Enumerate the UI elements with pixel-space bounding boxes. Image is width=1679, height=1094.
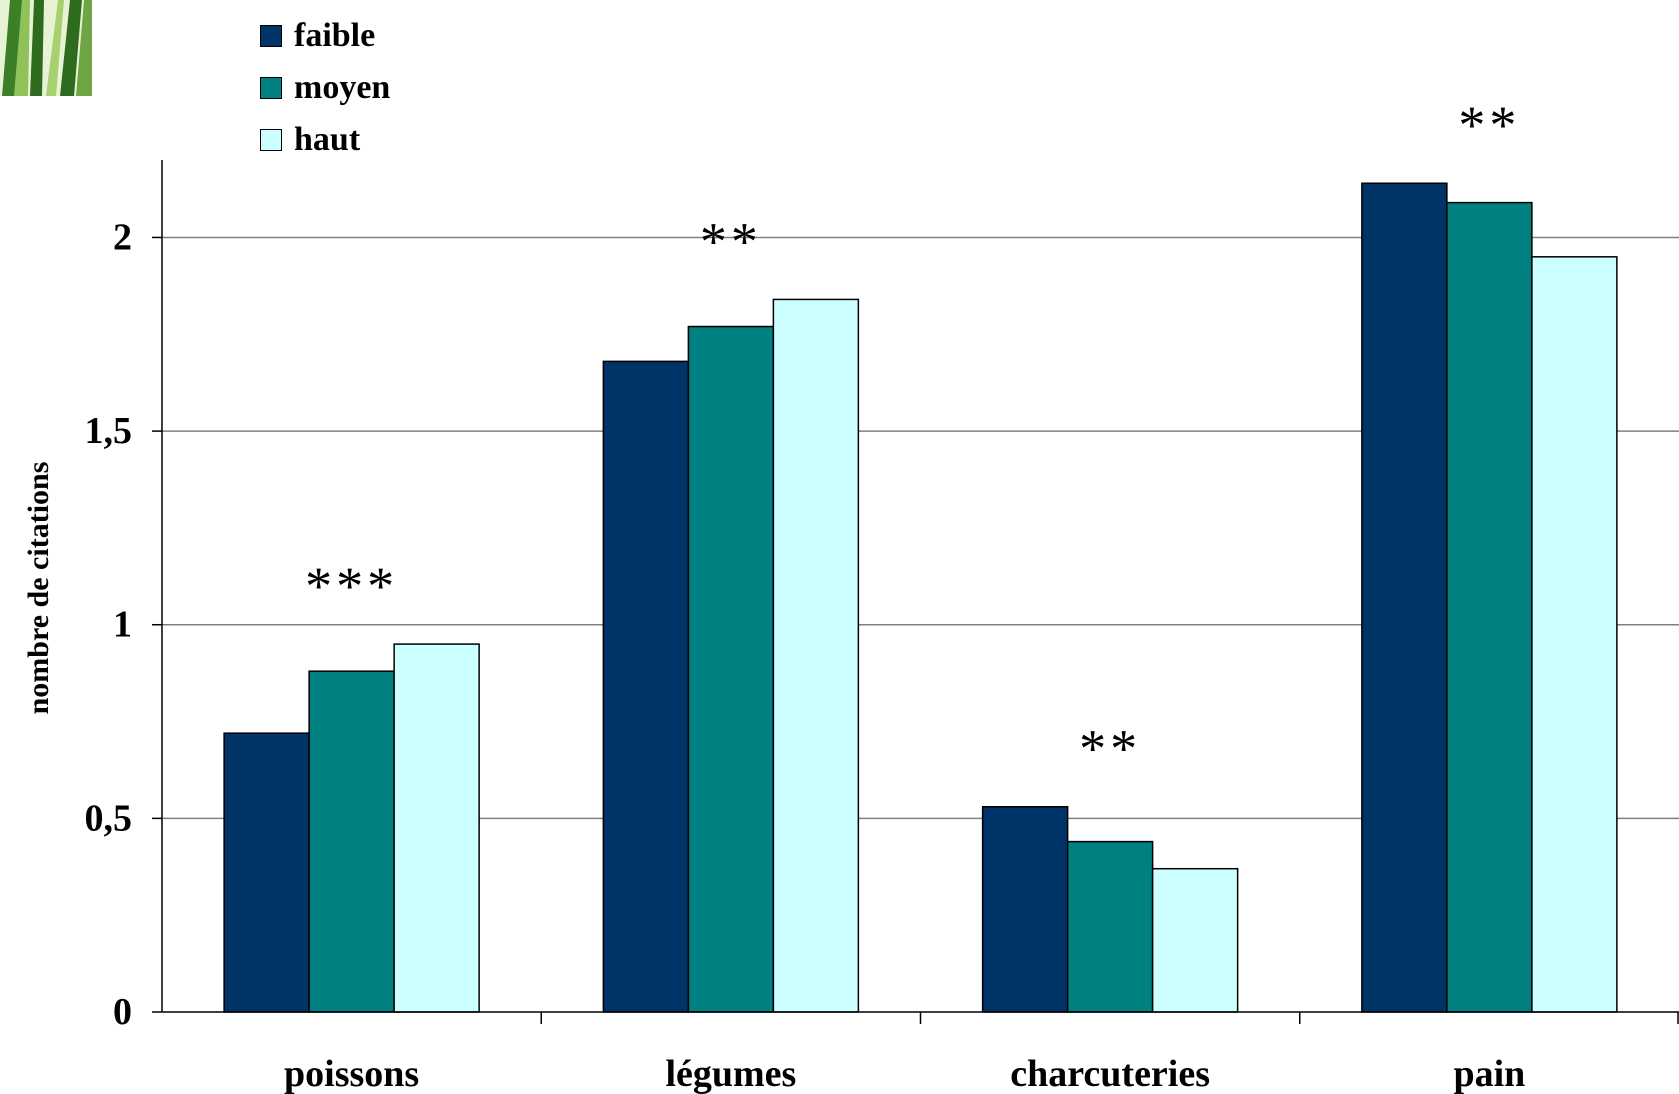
y-tick-label-2: 1	[113, 604, 132, 646]
legend-swatch	[260, 77, 282, 99]
y-tick-label-4: 2	[113, 216, 132, 258]
labels: 0 0,5 1 1,5 2 poissons *** légumes ** charcuterie…	[85, 95, 1526, 1094]
x-tick-label-1: légumes	[665, 1053, 796, 1094]
legend-label: moyen	[294, 69, 391, 106]
y-tick-label-1: 0,5	[85, 797, 133, 839]
y-axis-label: nombre de citations	[22, 462, 55, 715]
bar-pain-haut	[1531, 256, 1618, 1013]
legend-label: haut	[294, 121, 361, 158]
legend-item-faible: faible	[260, 10, 390, 62]
x-tick-label-0: poissons	[284, 1053, 419, 1094]
legend-item-moyen: moyen	[260, 62, 390, 114]
y-tick-label-3: 1,5	[85, 410, 133, 452]
bars	[223, 182, 1618, 1013]
bar-charcuteries-moyen	[1066, 840, 1154, 1013]
x-tick-label-2: charcuteries	[1010, 1053, 1210, 1094]
significance-label-3: **	[1458, 95, 1520, 155]
bar-pain-moyen	[1446, 201, 1533, 1013]
grass-decoration	[0, 0, 92, 96]
bar-légumes-moyen	[687, 325, 775, 1013]
y-tick-label-0: 0	[113, 991, 132, 1033]
significance-label-2: **	[1079, 719, 1141, 779]
legend-swatch	[260, 25, 282, 47]
bar-légumes-haut	[772, 298, 860, 1013]
bar-pain-faible	[1361, 182, 1448, 1013]
bar-poissons-moyen	[308, 670, 395, 1013]
grass-icon	[0, 0, 92, 96]
bar-poissons-faible	[223, 732, 310, 1013]
x-tick-label-3: pain	[1453, 1053, 1525, 1094]
significance-label-1: **	[700, 211, 762, 271]
legend-item-haut: haut	[260, 114, 390, 166]
bar-légumes-faible	[602, 360, 690, 1013]
legend-label: faible	[294, 17, 376, 54]
significance-label-0: ***	[305, 556, 398, 616]
axes	[152, 160, 1679, 1024]
bar-charcuteries-haut	[1151, 867, 1239, 1013]
bar-charcuteries-faible	[981, 805, 1069, 1013]
legend: faible moyen haut	[260, 10, 390, 166]
bar-poissons-haut	[393, 643, 480, 1013]
legend-swatch	[260, 129, 282, 151]
